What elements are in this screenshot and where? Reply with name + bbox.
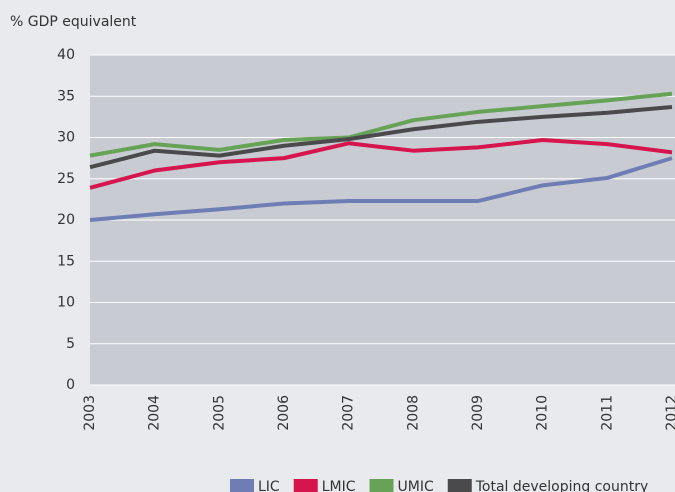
x-tick-label: 2006 (276, 395, 292, 431)
x-tick-label: 2010 (535, 395, 551, 431)
legend-label: LIC (258, 479, 280, 492)
y-axis-label: % GDP equivalent (10, 14, 137, 30)
legend-swatch (447, 479, 472, 492)
series-line (89, 137, 673, 190)
series-line (89, 104, 673, 170)
y-tick-label: 15 (57, 253, 75, 269)
y-tick-label: 20 (57, 212, 75, 228)
legend-swatch (230, 479, 254, 492)
x-tick-label: 2011 (599, 395, 615, 431)
x-tick-label: 2012 (664, 395, 675, 431)
x-tick-label: 2005 (211, 395, 227, 431)
y-tick-label: 25 (57, 171, 75, 187)
y-tick-label: 40 (57, 47, 75, 63)
x-tick-label: 2007 (341, 395, 357, 431)
legend-swatch (293, 479, 318, 492)
series-line (89, 156, 673, 222)
y-tick-label: 0 (66, 377, 75, 393)
y-tick-label: 35 (57, 88, 75, 104)
x-tick-label: 2004 (147, 395, 163, 431)
x-tick-label: 2003 (82, 395, 98, 431)
legend-label: LMIC (322, 479, 356, 492)
series-line (89, 91, 673, 158)
y-tick-label: 10 (57, 295, 75, 311)
legend-label: UMIC (398, 479, 434, 492)
legend-swatch (369, 479, 394, 492)
legend-label: Total developing country (475, 479, 649, 492)
y-tick-label: 5 (66, 336, 75, 352)
x-tick-label: 2009 (470, 395, 486, 431)
y-tick-label: 30 (57, 130, 75, 146)
x-tick-label: 2008 (405, 395, 421, 431)
